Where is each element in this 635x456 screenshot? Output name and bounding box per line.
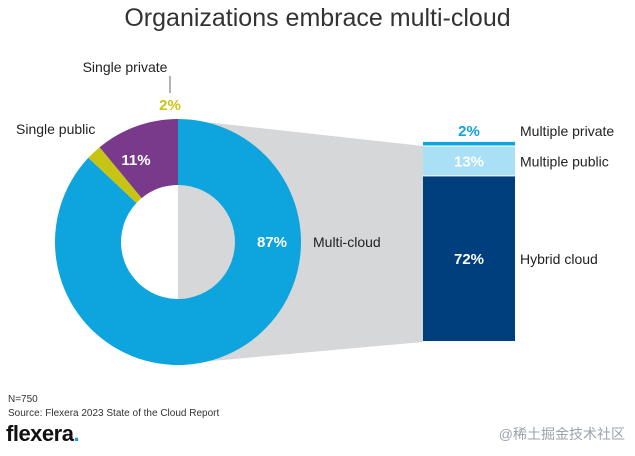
slice-label-single-private: Single private xyxy=(83,59,168,75)
flexera-logo: flexera. xyxy=(6,421,80,446)
slice-value-single-private: 2% xyxy=(159,97,181,114)
chart-title: Organizations embrace multi-cloud xyxy=(124,4,511,32)
slice-single-private xyxy=(88,147,142,203)
slice-label-single-public: Single public xyxy=(16,121,95,137)
slice-multi-cloud xyxy=(54,119,302,365)
stacked-bar: 72% Hybrid cloud 13% Multiple public 2% Multi… xyxy=(423,123,614,341)
slice-label-multi-cloud: Multi-cloud xyxy=(313,234,381,250)
segment-label-hybrid-cloud: Hybrid cloud xyxy=(520,251,598,267)
segment-label-multiple-private: Multiple private xyxy=(520,123,614,139)
slice-value-multi-cloud: 87% xyxy=(257,234,287,251)
source-note: Source: Flexera 2023 State of the Cloud … xyxy=(8,408,220,419)
segment-label-multiple-public: Multiple public xyxy=(520,153,609,169)
segment-multiple-private xyxy=(423,141,515,146)
slice-single-public xyxy=(99,119,178,199)
sample-size-note: N=750 xyxy=(8,394,38,405)
segment-value-hybrid-cloud: 72% xyxy=(454,251,484,268)
segment-value-multiple-private: 2% xyxy=(458,123,480,140)
segment-multiple-public xyxy=(423,146,515,176)
slice-value-single-public: 11% xyxy=(121,152,150,169)
donut-chart: 87% Multi-cloud 2% Single private 11% Single … xyxy=(16,59,381,365)
segment-hybrid-cloud xyxy=(423,176,515,341)
segment-value-multiple-public: 13% xyxy=(454,153,484,170)
watermark: @稀土掘金技术社区 xyxy=(498,426,625,442)
